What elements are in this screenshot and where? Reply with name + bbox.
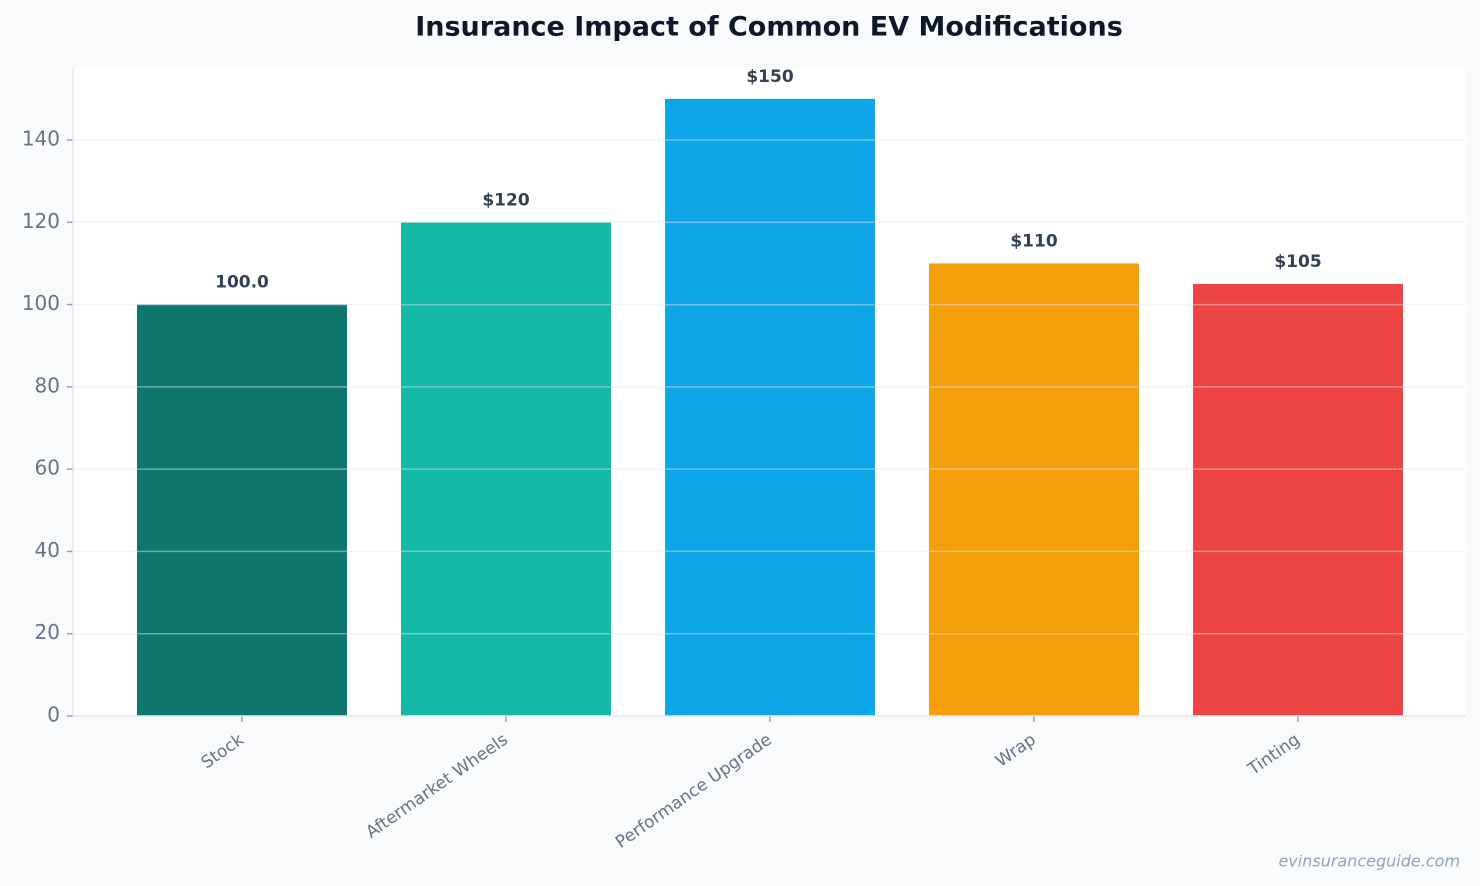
bar [401, 222, 611, 717]
value-label: 100.0 [215, 273, 269, 293]
y-tick-label: 40 [35, 538, 60, 562]
y-tick-label: 140 [22, 127, 60, 151]
value-label: $120 [482, 190, 529, 210]
bar [665, 98, 875, 717]
y-tick-label: 80 [35, 373, 60, 397]
y-tick-label: 120 [22, 209, 60, 233]
bar [137, 304, 347, 716]
bar [1193, 284, 1403, 716]
y-tick-label: 20 [35, 620, 60, 644]
y-tick-label: 0 [47, 703, 60, 727]
value-label: $150 [746, 67, 793, 87]
y-tick-label: 100 [22, 291, 60, 315]
value-label: $105 [1274, 252, 1321, 272]
chart-title: Insurance Impact of Common EV Modificati… [415, 12, 1123, 43]
value-label: $110 [1010, 231, 1057, 251]
bar [929, 263, 1139, 716]
watermark: evinsuranceguide.com [1278, 852, 1460, 871]
y-tick-label: 60 [35, 456, 60, 480]
